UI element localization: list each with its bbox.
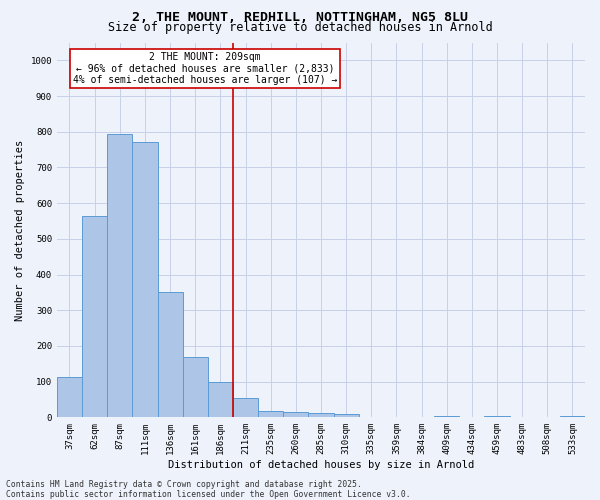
Bar bbox=[283, 412, 308, 418]
Text: Size of property relative to detached houses in Arnold: Size of property relative to detached ho… bbox=[107, 21, 493, 34]
Text: 2 THE MOUNT: 209sqm
← 96% of detached houses are smaller (2,833)
4% of semi-deta: 2 THE MOUNT: 209sqm ← 96% of detached ho… bbox=[73, 52, 337, 85]
Text: Contains HM Land Registry data © Crown copyright and database right 2025.
Contai: Contains HM Land Registry data © Crown c… bbox=[6, 480, 410, 499]
X-axis label: Distribution of detached houses by size in Arnold: Distribution of detached houses by size … bbox=[168, 460, 474, 470]
Bar bbox=[233, 398, 258, 417]
Y-axis label: Number of detached properties: Number of detached properties bbox=[15, 140, 25, 320]
Bar bbox=[133, 142, 158, 418]
Bar bbox=[308, 412, 334, 418]
Bar bbox=[57, 377, 82, 418]
Bar bbox=[208, 382, 233, 418]
Bar bbox=[434, 416, 459, 418]
Bar bbox=[484, 416, 509, 418]
Bar bbox=[107, 134, 133, 418]
Bar bbox=[258, 411, 283, 418]
Bar bbox=[158, 292, 182, 418]
Text: 2, THE MOUNT, REDHILL, NOTTINGHAM, NG5 8LU: 2, THE MOUNT, REDHILL, NOTTINGHAM, NG5 8… bbox=[132, 11, 468, 24]
Bar bbox=[334, 414, 359, 418]
Bar bbox=[82, 216, 107, 418]
Bar bbox=[182, 358, 208, 418]
Bar bbox=[560, 416, 585, 418]
